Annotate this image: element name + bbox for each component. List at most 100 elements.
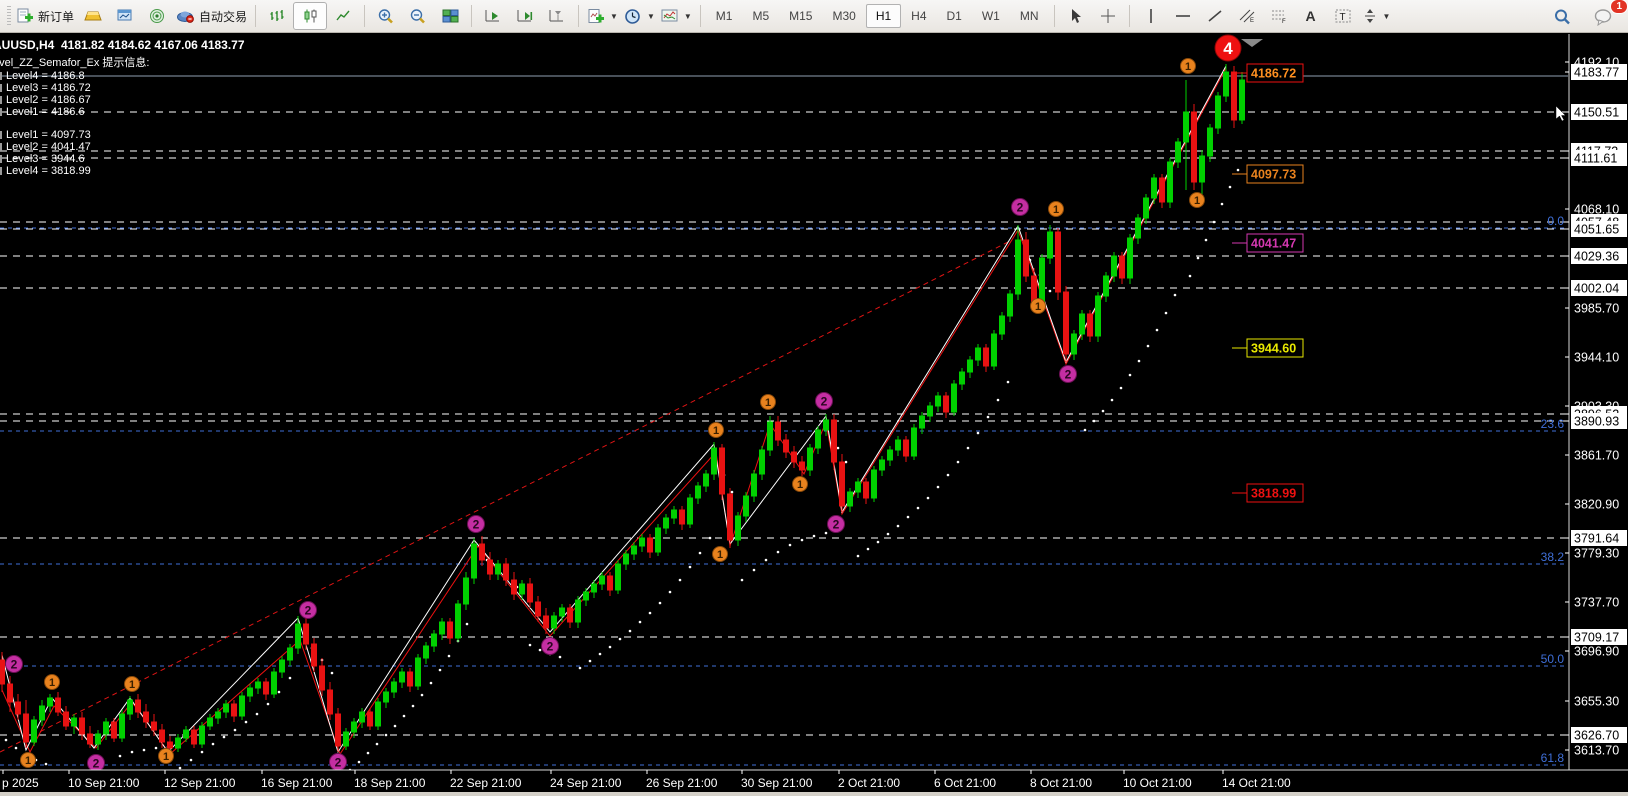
autotrade-label: 自动交易: [199, 9, 248, 24]
window-bottom-strip: [0, 792, 1628, 796]
timeframe-m5[interactable]: M5: [752, 9, 770, 23]
price-scale-boxed-label: 3890.93: [1574, 415, 1619, 429]
toolbar-separator: [578, 5, 580, 27]
price-scale-boxed-label: 4002.04: [1574, 282, 1619, 296]
search-icon: [1554, 9, 1570, 24]
toolbar-separator: [364, 5, 366, 27]
chart-play-button[interactable]: [477, 3, 509, 29]
channel-tool-button[interactable]: E: [1231, 3, 1263, 29]
template-plus-icon: [588, 8, 605, 23]
timeframe-m1[interactable]: M1: [715, 9, 733, 23]
bar-chart-button[interactable]: [261, 3, 293, 29]
price-scale-boxed-label: 3626.70: [1574, 729, 1619, 743]
tile-windows-button[interactable]: [434, 3, 466, 29]
svg-text:2: 2: [547, 639, 554, 653]
market-watch-button[interactable]: [109, 3, 141, 29]
timeframe-m30[interactable]: M30: [832, 9, 856, 23]
svg-text:1: 1: [765, 397, 771, 409]
price-tag-labels: 4186.72 4097.73 4041.47 3944.60 3818.99: [1232, 63, 1304, 503]
price-tag[interactable]: 4097.73: [1251, 168, 1296, 182]
semafor-markers-4: 4: [1214, 34, 1242, 62]
horizontal-line-tool-button[interactable]: [1167, 3, 1199, 29]
time-scale[interactable]: p 2025 10 Sep 21:00 12 Sep 21:00 16 Sep 21:…: [2, 770, 1291, 790]
radar-icon: [150, 9, 165, 23]
new-order-button[interactable]: 新订单: [14, 3, 77, 29]
trendline-tool-button[interactable]: [1199, 3, 1231, 29]
timeframe-mn[interactable]: MN: [1019, 9, 1039, 23]
cursor-tool-button[interactable]: [1060, 3, 1092, 29]
indicators-button[interactable]: ▼: [658, 3, 695, 29]
svg-text:2: 2: [11, 657, 18, 671]
price-scale[interactable]: 4192.104183.774150.514117.734111.614068.…: [0, 34, 1628, 771]
candles: [0, 64, 1245, 754]
fib-label: 0.0: [1547, 214, 1564, 228]
zoom-in-button[interactable]: [370, 3, 402, 29]
clock-icon: [625, 8, 640, 24]
price-scale-label: 3737.70: [1574, 596, 1619, 610]
price-scale-boxed-label: 4150.51: [1574, 106, 1619, 120]
crosshair-tool-button[interactable]: [1092, 3, 1124, 29]
period-button[interactable]: ▼: [621, 3, 658, 29]
zoom-out-button[interactable]: [402, 3, 434, 29]
target-button[interactable]: [141, 3, 173, 29]
semafor-level-lines: [0, 111, 1568, 736]
chart-area[interactable]: 1 1 1 1 1 1 1 1 1 1 1 1 2 2 2 2 2 2 2 2 2 2 4 0.0 23.6 38.2 50.0 61…: [0, 34, 1628, 796]
chart-shift-triangle-icon[interactable]: [1241, 39, 1263, 47]
svg-text:1: 1: [713, 425, 719, 437]
chat-bubble-icon: [1594, 8, 1612, 26]
price-tag[interactable]: 3944.60: [1251, 342, 1296, 356]
price-scale-label: 4068.10: [1574, 203, 1619, 217]
notifications-button[interactable]: 1: [1588, 0, 1628, 30]
timeframe-m15[interactable]: M15: [789, 9, 813, 23]
price-scale-boxed-label: 4029.36: [1574, 250, 1619, 264]
trendline-dashed[interactable]: [0, 239, 1013, 753]
svg-text:T: T: [1339, 12, 1345, 23]
plot-region[interactable]: 1 1 1 1 1 1 1 1 1 1 1 1 2 2 2 2 2 2 2 2 2 2 4: [0, 34, 1568, 772]
svg-text:1: 1: [49, 677, 55, 689]
svg-text:1: 1: [1035, 301, 1041, 313]
time-scale-label: 10 Sep 21:00: [68, 776, 140, 790]
autotrade-button[interactable]: 自动交易: [173, 3, 250, 29]
fibonacci-tool-button[interactable]: F: [1263, 3, 1295, 29]
line-chart-button[interactable]: [327, 3, 359, 29]
autotrade-hat-icon: [177, 11, 194, 23]
svg-text:1: 1: [1194, 195, 1200, 207]
time-scale-label: 18 Sep 21:00: [354, 776, 426, 790]
svg-text:2: 2: [1065, 367, 1072, 381]
timeframe-bar: M1 M5 M15 M30 H1 H4 D1 W1 MN: [706, 4, 1049, 28]
chart-canvas[interactable]: 1 1 1 1 1 1 1 1 1 1 1 1 2 2 2 2 2 2 2 2 2 2 4 0.0 23.6 38.2 50.0 61…: [0, 34, 1628, 796]
timeframe-h1[interactable]: H1: [865, 4, 902, 28]
fibonacci-lines[interactable]: [0, 227, 1568, 766]
arrows-tool-button[interactable]: ▼: [1359, 3, 1394, 29]
search-button[interactable]: [1546, 4, 1578, 30]
vertical-line-tool-button[interactable]: [1135, 3, 1167, 29]
zigzag-white: [1, 65, 1227, 754]
semafor-markers-1: 1 1 1 1 1 1 1 1 1 1 1 1: [20, 58, 1205, 768]
gold-bar-icon: [84, 11, 102, 21]
timeframe-w1[interactable]: W1: [981, 9, 1000, 23]
gold-symbol-button[interactable]: [77, 3, 109, 29]
new-template-button[interactable]: ▼: [584, 3, 621, 29]
time-scale-label: 2 Oct 21:00: [838, 776, 900, 790]
chart-step-button[interactable]: [509, 3, 541, 29]
svg-text:F: F: [1282, 19, 1286, 24]
chart-shift-button[interactable]: [541, 3, 573, 29]
vertical-line-icon: [1149, 9, 1152, 23]
new-order-icon: [17, 8, 33, 22]
price-tag[interactable]: 3818.99: [1251, 487, 1296, 501]
toolbar-drag-handle[interactable]: [7, 6, 11, 26]
price-scale-boxed-label: 3709.17: [1574, 631, 1619, 645]
price-tag[interactable]: 4186.72: [1251, 67, 1296, 81]
svg-text:2: 2: [473, 517, 480, 531]
timeframe-h4[interactable]: H4: [911, 9, 927, 23]
price-scale-label: 3820.90: [1574, 498, 1619, 512]
timeframe-d1[interactable]: D1: [946, 9, 962, 23]
svg-text:E: E: [1250, 18, 1254, 24]
text-label-tool-button[interactable]: T: [1327, 3, 1359, 29]
svg-text:1: 1: [797, 479, 803, 491]
candlestick-chart-button[interactable]: [293, 2, 328, 30]
price-tag[interactable]: 4041.47: [1251, 237, 1296, 251]
toolbar-separator: [699, 5, 701, 27]
text-tool-button[interactable]: A: [1295, 3, 1327, 29]
price-scale-boxed-label: 4051.65: [1574, 223, 1619, 237]
